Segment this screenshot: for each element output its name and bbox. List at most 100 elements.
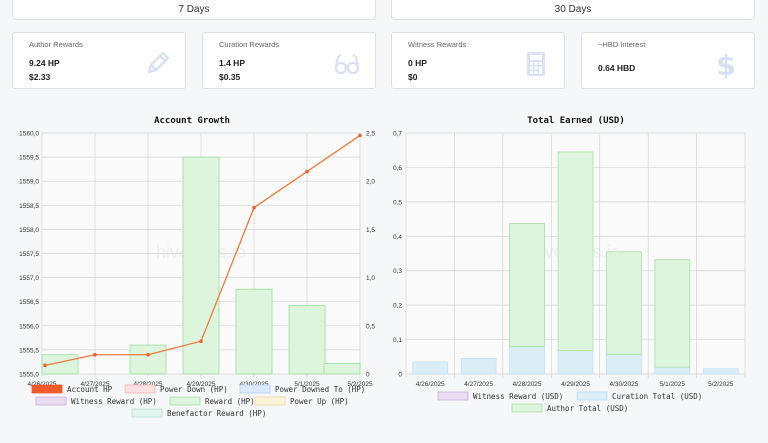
reward-hp-bar: [288, 305, 326, 375]
curation-rewards-card: Curation Rewards 1.4 HP $0.35: [202, 32, 376, 89]
witness-rewards-card: Witness Rewards 0 HP $0: [391, 32, 565, 89]
period-7-days-button[interactable]: 7 Days: [12, 0, 376, 20]
y-left-tick-label: 1555,0: [19, 372, 39, 379]
y-left-tick-label: 1559,0: [19, 179, 39, 186]
author-total-bar: [606, 251, 642, 355]
y-left-tick-label: 1557,5: [19, 251, 39, 258]
legend-swatch: [254, 396, 286, 406]
legend-label: Benefactor Reward (HP): [167, 409, 266, 418]
chart-title: Total Earned (USD): [527, 116, 625, 126]
svg-text:$: $: [716, 50, 735, 78]
legend-swatch: [124, 384, 156, 394]
author-total-bar: [654, 259, 691, 368]
account-hp-point: [93, 352, 97, 357]
author-total-bar: [509, 223, 545, 347]
y-right-tick-label: 0,5: [366, 323, 375, 330]
legend-label: Power Downed To (HP): [275, 385, 365, 394]
hbd-interest-card: ~HBD Interest 0.64 HBD $: [581, 32, 755, 89]
y-left-tick-label: 1558,5: [19, 203, 39, 210]
curation-total-bar: [460, 358, 497, 375]
y-right-tick-label: 2,5: [366, 131, 375, 138]
total-earned-chart: hivestats.io0,70,60,50,40,30,20,104/26/2…: [393, 131, 746, 413]
reward-hp-bar: [323, 362, 361, 375]
card-label: Curation Rewards: [219, 40, 280, 49]
y-right-tick-label: 1,0: [366, 275, 375, 282]
x-tick-label: 4/26/2025: [416, 381, 445, 388]
x-tick-label: 4/29/2025: [561, 381, 590, 388]
x-tick-label: 4/30/2025: [609, 381, 638, 388]
legend-swatch: [511, 403, 543, 413]
x-tick-label: 5/1/2025: [660, 381, 686, 388]
account-hp-point: [146, 352, 150, 357]
x-tick-label: 4/27/2025: [464, 381, 493, 388]
glasses-icon: [334, 54, 360, 75]
y-right-tick-label: 0: [366, 372, 370, 379]
period-30-days-button[interactable]: 30 Days: [391, 0, 755, 20]
x-tick-label: 5/2/2025: [347, 381, 373, 388]
period-7-days-label: 7 Days: [178, 4, 210, 15]
legend-label: Witness Reward (HP): [71, 397, 157, 406]
account-growth-chart-panel: Account Growth hivestats.io1560,01559,51…: [0, 108, 384, 438]
legend-label: Power Down (HP): [160, 385, 228, 394]
x-tick-label: 4/29/2025: [187, 381, 216, 388]
x-tick-label: 5/1/2025: [294, 381, 320, 388]
legend-swatch: [437, 391, 469, 401]
card-value-hp: 9.24 HP: [29, 58, 60, 68]
chart-legend: Witness Reward (USD) Curation Total (USD)…: [437, 391, 702, 413]
legend-label: Curation Total (USD): [612, 392, 702, 401]
x-tick-label: 4/26/2025: [28, 381, 57, 388]
period-30-days-label: 30 Days: [554, 4, 592, 15]
chart-legend: Account HP Power Down (HP) Power Downed To…: [31, 384, 365, 418]
y-left-tick-label: 1557,0: [19, 275, 39, 282]
card-value-usd: $0.35: [219, 72, 241, 82]
card-label: ~HBD Interest: [598, 40, 646, 49]
dollar-icon: $: [716, 50, 735, 78]
y-tick-label: 0,3: [393, 268, 402, 275]
legend-swatch: [239, 384, 271, 394]
author-total-bar: [557, 151, 594, 351]
legend-label: Author Total (USD): [547, 404, 628, 413]
curation-total-bar: [509, 346, 545, 375]
curation-total-bar: [702, 368, 739, 375]
author-rewards-card: Author Rewards 9.24 HP $2.33: [12, 32, 186, 89]
y-tick-label: 0,4: [393, 234, 402, 241]
card-label: Witness Rewards: [408, 40, 467, 49]
y-right-tick-label: 1,5: [366, 227, 375, 234]
card-value-usd: $2.33: [29, 72, 51, 82]
chart-title: Account Growth: [154, 116, 230, 126]
x-tick-label: 4/28/2025: [134, 381, 163, 388]
legend-label: Reward (HP): [205, 397, 255, 406]
calculator-icon: [527, 52, 545, 76]
x-tick-label: 4/30/2025: [240, 381, 269, 388]
legend-label: Power Up (HP): [290, 397, 349, 406]
y-left-tick-label: 1556,5: [19, 299, 39, 306]
curation-total-bar: [654, 366, 691, 375]
y-left-tick-label: 1555,5: [19, 347, 39, 354]
account-hp-point: [358, 133, 362, 138]
account-hp-point: [199, 339, 203, 344]
curation-total-bar: [557, 350, 594, 375]
reward-hp-bar: [235, 288, 273, 375]
legend-label: Account HP: [67, 385, 113, 394]
y-tick-label: 0: [398, 372, 402, 379]
total-earned-chart-panel: Total Earned (USD) hivestats.io0,70,60,5…: [384, 108, 768, 438]
x-tick-label: 4/28/2025: [513, 381, 542, 388]
x-tick-label: 5/2/2025: [708, 381, 734, 388]
card-value-usd: $0: [408, 72, 418, 82]
account-hp-point: [305, 169, 309, 174]
y-left-tick-label: 1559,5: [19, 155, 39, 162]
y-tick-label: 0,6: [393, 165, 402, 172]
legend-swatch: [169, 396, 201, 406]
reward-hp-bar: [41, 354, 79, 375]
curation-total-bar: [606, 353, 642, 375]
account-growth-chart: hivestats.io1560,01559,51559,01558,51558…: [19, 131, 375, 419]
reward-hp-bar: [182, 156, 220, 375]
y-tick-label: 0,7: [393, 131, 402, 138]
y-tick-label: 0,2: [393, 303, 402, 310]
y-tick-label: 0,5: [393, 199, 402, 206]
pencil-icon: [147, 51, 170, 74]
y-tick-label: 0,1: [393, 337, 402, 344]
legend-swatch: [31, 384, 63, 394]
legend-label: Witness Reward (USD): [473, 392, 563, 401]
legend-swatch: [576, 391, 608, 401]
